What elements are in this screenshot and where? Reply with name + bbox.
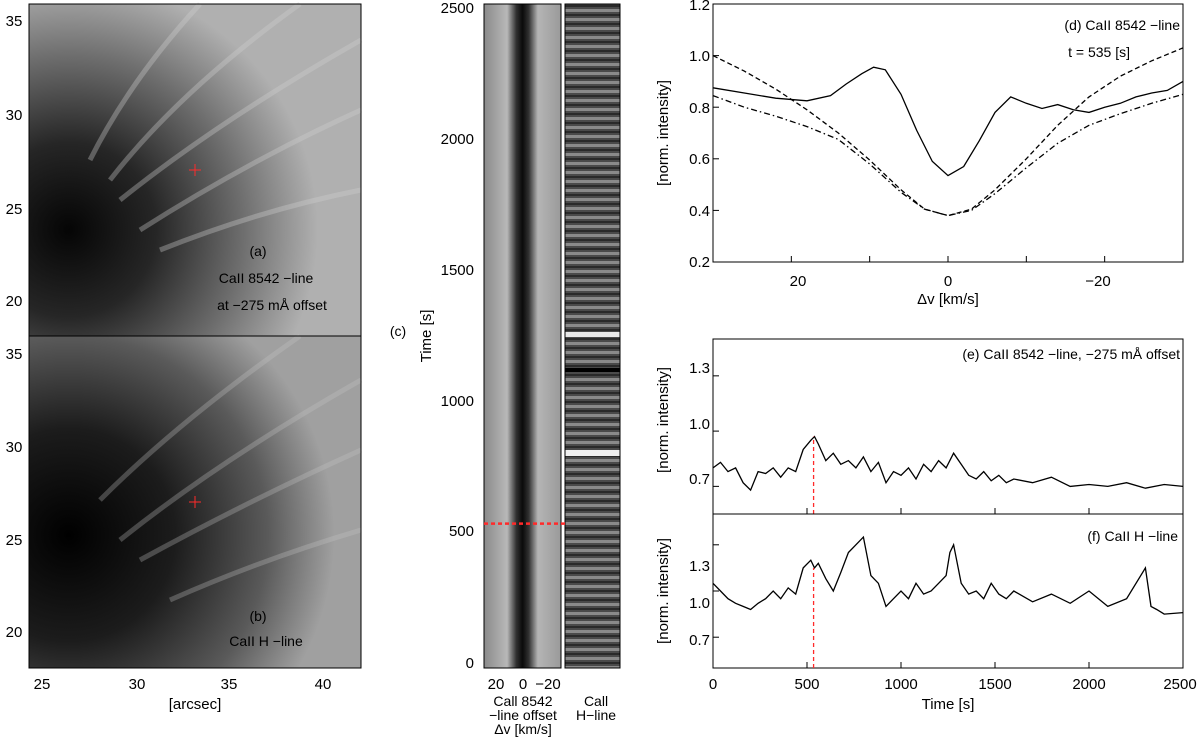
bright-band-1 <box>565 450 620 456</box>
b-ytick-25: 25 <box>6 532 23 549</box>
frame-e <box>712 338 1184 515</box>
timeslice-8542 <box>484 4 561 668</box>
e-ytick-1.0: 1.0 <box>689 416 710 433</box>
d-ytick-1.2: 1.2 <box>689 0 710 14</box>
e-ytick-0.7: 0.7 <box>689 471 710 488</box>
panel-b-tag: (b) <box>249 608 266 624</box>
e-ytick-1.3: 1.3 <box>689 360 710 377</box>
frame-d <box>712 3 1184 263</box>
b-ytick-35: 35 <box>6 346 23 363</box>
panel-d-ylabel: [norm. intensity] <box>655 80 672 186</box>
b-xtick-30: 30 <box>129 676 146 693</box>
d-ytick-0.2: 0.2 <box>689 254 710 271</box>
d-ytick-1.0: 1.0 <box>689 48 710 65</box>
panel-a-tag: (a) <box>249 243 266 259</box>
frame-c1 <box>483 3 562 669</box>
f-xtick-0: 0 <box>709 676 717 693</box>
panel-e: (e) CaII 8542 −line, −275 mÅ offset [nor… <box>655 338 1184 515</box>
panel-d-annotation: t = 535 [s] <box>1068 44 1130 60</box>
panel-c-ylabel: Time [s] <box>418 310 435 363</box>
series-d-0 <box>712 66 1184 177</box>
series-d-2 <box>712 93 1184 217</box>
panel-a: (a) CaII 8542 −line at −275 mÅ offset <box>28 1 363 337</box>
c-label2-line1: Call <box>584 693 608 709</box>
panel-d-title: (d) CaII 8542 −line <box>1064 17 1180 33</box>
f-ytick-1.3: 1.3 <box>689 558 710 575</box>
panel-b-line1: CaII H −line <box>229 633 303 649</box>
c-ytick-2500: 2500 <box>441 0 474 17</box>
panel-d-xlabel: Δv [km/s] <box>917 291 979 308</box>
panel-d: (d) CaII 8542 −line t = 535 [s] [norm. i… <box>655 0 1184 308</box>
series-f-0 <box>712 535 1184 615</box>
b-xtick-35: 35 <box>221 676 238 693</box>
a-ytick-30: 30 <box>6 107 23 124</box>
f-xtick-2000: 2000 <box>1072 676 1105 693</box>
d-xtick-0: 0 <box>944 273 952 290</box>
d-ytick-0.4: 0.4 <box>689 203 710 220</box>
panel-c-tag: (c) <box>390 323 406 339</box>
c-ytick-1500: 1500 <box>441 262 474 279</box>
c-ytick-0: 0 <box>466 655 474 672</box>
panel-c: (c) Time [s] 0 500 1000 1500 2000 2500 2… <box>390 0 621 737</box>
c-xtick-m20: −20 <box>535 676 560 693</box>
crosshair-b-icon <box>189 496 201 508</box>
panel-d-marks <box>712 3 1184 263</box>
fibrils-b <box>98 333 363 603</box>
f-xtick-500: 500 <box>794 676 819 693</box>
panel-e-marks <box>712 375 1184 514</box>
panel-b: (b) CaII H −line <box>28 333 363 669</box>
d-ytick-0.6: 0.6 <box>689 151 710 168</box>
bright-band-2 <box>565 332 620 337</box>
c-ytick-1000: 1000 <box>441 393 474 410</box>
fibrils-a <box>87 1 363 253</box>
image-axes: 20 25 30 35 20 25 30 35 25 30 35 40 [arc… <box>6 13 332 713</box>
f-xtick-2500: 2500 <box>1163 676 1196 693</box>
a-ytick-25: 25 <box>6 201 23 218</box>
image-xlabel: [arcsec] <box>169 696 222 713</box>
c-label1-line1: Call 8542 <box>493 693 552 709</box>
d-xtick-m20: −20 <box>1085 273 1110 290</box>
d-xtick-20: 20 <box>790 273 807 290</box>
c-ytick-2000: 2000 <box>441 131 474 148</box>
f-xtick-1500: 1500 <box>978 676 1011 693</box>
b-ytick-20: 20 <box>6 624 23 641</box>
dark-band-1 <box>565 368 620 372</box>
a-ytick-35: 35 <box>6 13 23 30</box>
f-xtick-1000: 1000 <box>884 676 917 693</box>
f-ytick-0.7: 0.7 <box>689 632 710 649</box>
panel-e-ylabel: [norm. intensity] <box>655 367 672 473</box>
c-xtick-20: 20 <box>488 676 505 693</box>
a-ytick-20: 20 <box>6 293 23 310</box>
frame-c2 <box>564 3 621 669</box>
b-xtick-40: 40 <box>315 676 332 693</box>
frame-b <box>28 335 362 669</box>
panel-e-title: (e) CaII 8542 −line, −275 mÅ offset <box>962 346 1180 362</box>
c-label1-line2: −line offset <box>489 707 557 723</box>
b-xtick-25: 25 <box>34 676 51 693</box>
panel-f-marks <box>712 535 1184 668</box>
panel-f-xlabel: Time [s] <box>922 696 975 713</box>
f-ytick-1.0: 1.0 <box>689 595 710 612</box>
crosshair-a-icon <box>189 164 201 176</box>
c-label2-line2: H−line <box>576 707 616 723</box>
panel-f-ylabel: [norm. intensity] <box>655 538 672 644</box>
c-xtick-0: 0 <box>519 676 527 693</box>
panel-a-line1: CaII 8542 −line <box>219 270 314 286</box>
c-ytick-500: 500 <box>449 523 474 540</box>
b-ytick-30: 30 <box>6 439 23 456</box>
series-d-1 <box>712 47 1184 217</box>
d-ytick-0.8: 0.8 <box>689 100 710 117</box>
c-label1-line3: Δv [km/s] <box>494 721 552 737</box>
panel-a-line2: at −275 mÅ offset <box>217 297 327 313</box>
panel-f: (f) CaII H −line [norm. intensity] 1.3 1… <box>655 513 1197 713</box>
panel-f-title: (f) CaII H −line <box>1087 528 1178 544</box>
series-e-0 <box>712 435 1184 492</box>
